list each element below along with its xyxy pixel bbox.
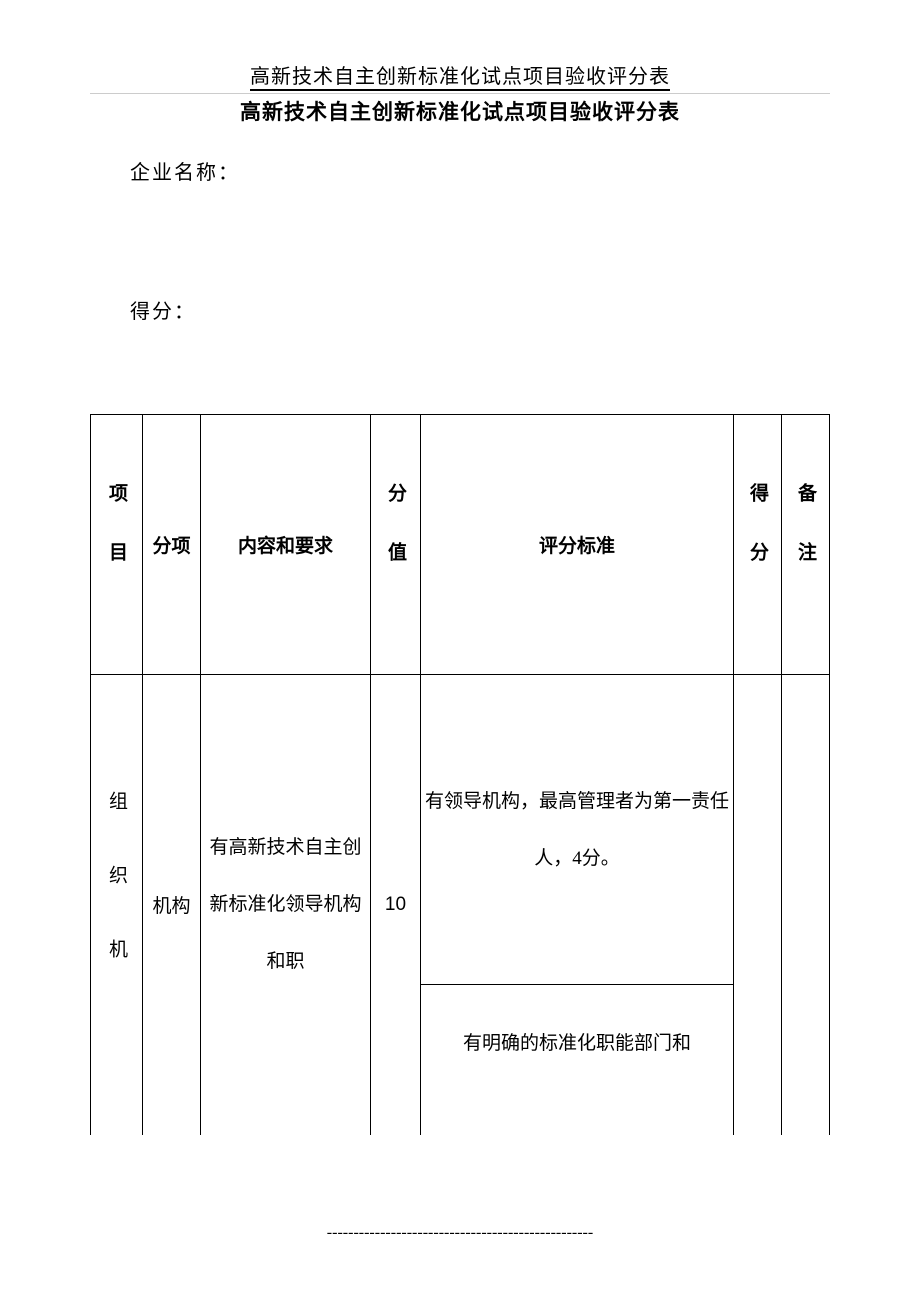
col-header-remark: 备注 — [782, 415, 830, 675]
cell-content: 有高新技术自主创新标准化领导机构和职 — [201, 675, 371, 1135]
footer-separator: ----------------------------------------… — [0, 1224, 920, 1242]
cell-criteria-2: 有明确的标准化职能部门和 — [421, 985, 734, 1135]
table-header-row: 项目 分项 内容和要求 分值 评分标准 得分 备注 — [91, 415, 830, 675]
col-header-category: 项目 — [91, 415, 143, 675]
score-label: 得分： — [130, 295, 830, 324]
col-header-subitem: 分项 — [143, 415, 201, 675]
cell-subitem: 机构 — [143, 675, 201, 1135]
col-header-value: 分值 — [371, 415, 421, 675]
running-header: 高新技术自主创新标准化试点项目验收评分表 — [90, 60, 830, 94]
cell-remark — [782, 675, 830, 1135]
col-header-content: 内容和要求 — [201, 415, 371, 675]
cell-category: 组织机 — [91, 675, 143, 1135]
table-row: 组织机 机构 有高新技术自主创新标准化领导机构和职 10 有领导机构，最高管理者… — [91, 675, 830, 985]
col-header-score: 得分 — [734, 415, 782, 675]
cell-criteria-1: 有领导机构，最高管理者为第一责任人，4分。 — [421, 675, 734, 985]
company-name-label: 企业名称： — [130, 156, 830, 185]
cell-score — [734, 675, 782, 1135]
col-header-criteria: 评分标准 — [421, 415, 734, 675]
cell-score-value: 10 — [371, 675, 421, 1135]
document-title: 高新技术自主创新标准化试点项目验收评分表 — [90, 96, 830, 126]
scoring-table: 项目 分项 内容和要求 分值 评分标准 得分 备注 组织机 机构 有高新技术自主… — [90, 414, 830, 1135]
